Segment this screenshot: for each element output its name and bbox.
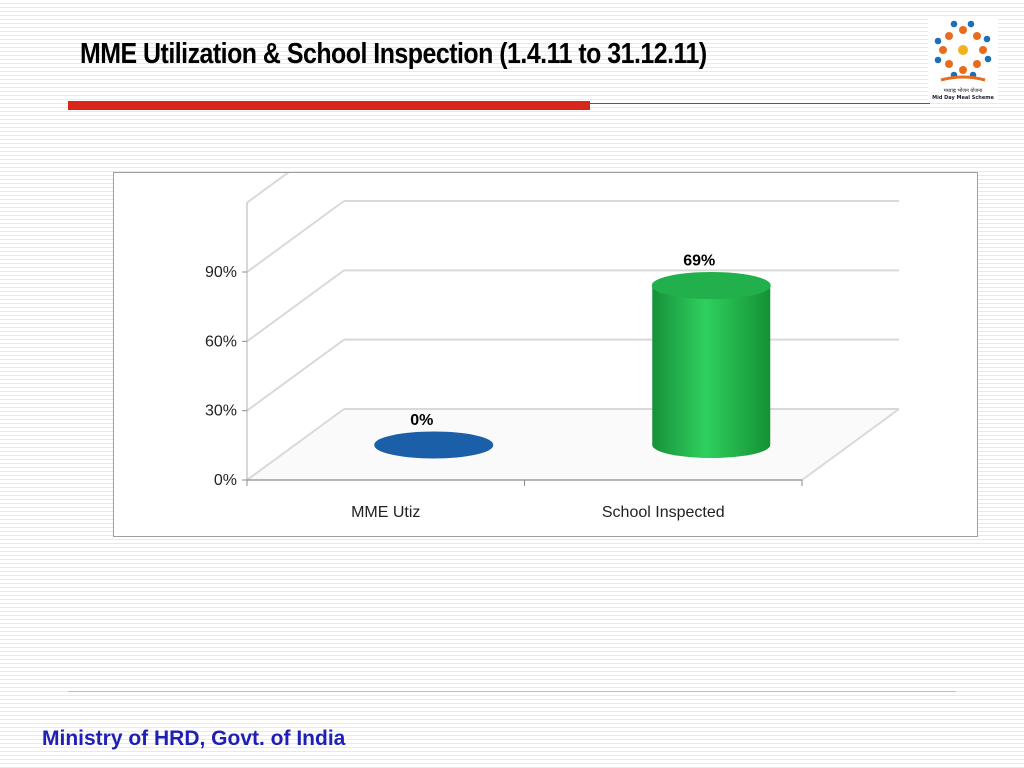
bar-chart: 0% 30% 60% 90% MME Utiz School Inspected 0% 69… — [205, 173, 900, 521]
data-label: 0% — [410, 412, 433, 429]
gridline — [246, 269, 899, 343]
data-label: 69% — [683, 253, 715, 270]
y-tick-label: 60% — [205, 333, 237, 350]
chart-floor — [247, 409, 899, 480]
chart-axes: 0% 30% 60% 90% MME Utiz School Inspected — [205, 202, 803, 521]
gridline — [246, 338, 899, 412]
chart-bars — [374, 272, 771, 459]
chart-area: 0% 30% 60% 90% MME Utiz School Inspected 0% 69… — [113, 172, 978, 537]
y-tick-label: 90% — [205, 264, 237, 281]
gridline-side — [246, 200, 345, 273]
title-underline-bar — [68, 101, 590, 110]
gridline-side-top — [246, 173, 290, 204]
footer-ministry-text: Ministry of HRD, Govt. of India — [42, 727, 346, 750]
x-tick-label: School Inspected — [602, 504, 725, 521]
gridline-side — [246, 269, 345, 343]
bar — [374, 431, 494, 459]
bar-top — [651, 272, 771, 300]
x-tick-label: MME Utiz — [351, 504, 420, 521]
bar — [651, 272, 771, 459]
title-underline-thin — [590, 103, 930, 104]
bar-top — [374, 431, 494, 459]
gridline-side — [246, 408, 345, 481]
y-tick-label: 0% — [214, 472, 237, 489]
mid-day-meal-logo: मध्याह्न भोजन योजना Mid Day Meal Scheme — [928, 16, 998, 102]
y-tick-label: 30% — [205, 403, 237, 420]
floor-right-edge — [801, 408, 900, 481]
chart-grid — [246, 173, 900, 481]
chart-labels: 0% 69% — [410, 253, 715, 429]
gridline — [246, 200, 899, 273]
footer-divider — [68, 691, 956, 692]
gridline-side — [246, 338, 345, 412]
logo-english-text: Mid Day Meal Scheme — [932, 95, 994, 101]
slide-title: MME Utilization & School Inspection (1.4… — [80, 38, 707, 70]
gridline — [246, 408, 899, 481]
logo-hindi-text: मध्याह्न भोजन योजना — [943, 88, 983, 94]
bar-body — [652, 285, 771, 459]
children-circle-icon — [934, 20, 992, 82]
